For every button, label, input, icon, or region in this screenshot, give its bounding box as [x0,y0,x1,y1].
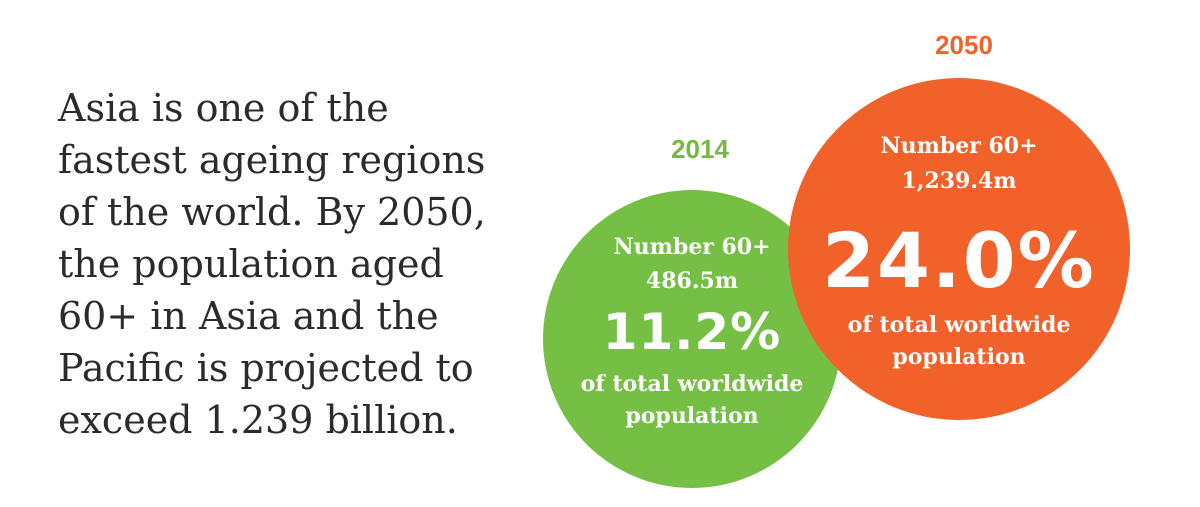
percent-description: population [892,344,1026,370]
number-value: 486.5m [645,268,739,294]
headline-line: of the world. By 2050, [58,190,486,234]
headline-line: Asia is one of the [58,86,389,130]
percent-description: of total worldwide [580,371,804,397]
percent-value: 24.0% [822,216,1096,305]
headline-line: fastest ageing regions [58,138,486,182]
headline-line: the population aged [58,242,444,286]
headline-text: Asia is one of the fastest ageing region… [58,82,528,446]
percent-description: of total worldwide [847,312,1071,338]
percent-value: 11.2% [602,303,782,361]
number-label: Number 60+ [613,234,771,260]
number-label: Number 60+ [880,133,1038,159]
stat-circle-2050: Number 60+ 1,239.4m 24.0% of total world… [788,78,1130,420]
number-value: 1,239.4m [901,168,1017,194]
year-label-2014: 2014 [671,134,729,164]
headline-line: Pacific is projected to [58,346,474,390]
percent-description: population [625,403,759,429]
year-label-2050: 2050 [935,30,993,60]
headline-line: exceed 1.239 billion. [58,398,458,442]
headline-line: 60+ in Asia and the [58,294,439,338]
